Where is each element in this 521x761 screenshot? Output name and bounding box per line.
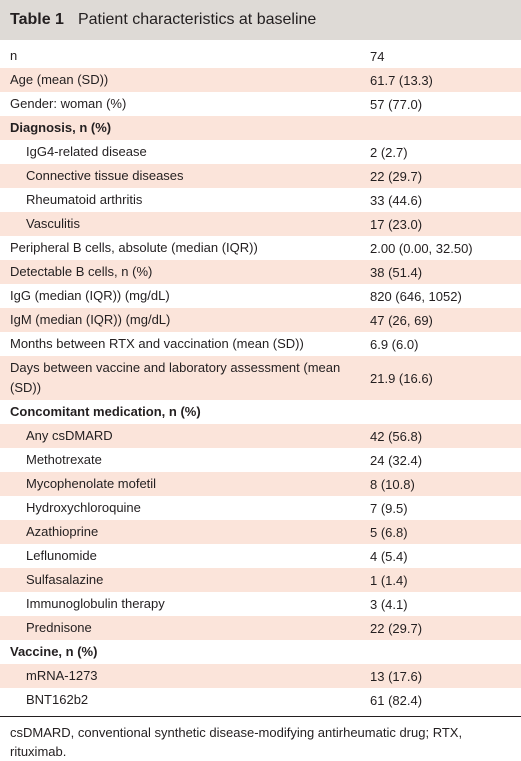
table-row: Prednisone 22 (29.7) <box>0 616 521 640</box>
table-row: Connective tissue diseases 22 (29.7) <box>0 164 521 188</box>
row-value: 4 (5.4) <box>370 548 408 564</box>
row-label: Azathioprine <box>26 524 99 539</box>
row-label: Age (mean (SD)) <box>10 72 109 87</box>
row-label: Days between vaccine and laboratory asse… <box>10 360 341 395</box>
table-title: Patient characteristics at baseline <box>77 11 317 28</box>
table-row: Months between RTX and vaccination (mean… <box>0 332 521 356</box>
row-label: BNT162b2 <box>26 692 89 707</box>
table-row: Immunoglobulin therapy 3 (4.1) <box>0 592 521 616</box>
table-row: IgG (median (IQR)) (mg/dL) 820 (646, 1052… <box>0 284 521 308</box>
table-body: n 74 Age (mean (SD)) 61.7 (13.3) Gender: wom… <box>0 44 521 712</box>
row-value: 1 (1.4) <box>370 572 408 588</box>
table-row: n 74 <box>0 44 521 68</box>
row-label: Peripheral B cells, absolute (median (IQ… <box>10 240 258 255</box>
row-label: IgM (median (IQR)) (mg/dL) <box>10 312 171 327</box>
table-row: Methotrexate 24 (32.4) <box>0 448 521 472</box>
table-row: Azathioprine 5 (6.8) <box>0 520 521 544</box>
table-row: IgG4-related disease 2 (2.7) <box>0 140 521 164</box>
row-label: Mycophenolate mofetil <box>26 476 157 491</box>
table-row: Rheumatoid arthritis 33 (44.6) <box>0 188 521 212</box>
table-row: Hydroxychloroquine 7 (9.5) <box>0 496 521 520</box>
row-value: 820 (646, 1052) <box>370 288 462 304</box>
row-value: 33 (44.6) <box>370 192 423 208</box>
table-row: Any csDMARD 42 (56.8) <box>0 424 521 448</box>
row-label: n <box>10 48 18 63</box>
row-value: 42 (56.8) <box>370 428 423 444</box>
row-label: Connective tissue diseases <box>26 168 184 183</box>
row-value: 5 (6.8) <box>370 524 408 540</box>
row-label: Any csDMARD <box>26 428 113 443</box>
row-label: Rheumatoid arthritis <box>26 192 143 207</box>
row-value: 22 (29.7) <box>370 168 423 184</box>
footnote: csDMARD, conventional synthetic disease-… <box>0 716 521 761</box>
row-value: 21.9 (16.6) <box>370 370 433 386</box>
row-value: 3 (4.1) <box>370 596 408 612</box>
row-value: 8 (10.8) <box>370 476 415 492</box>
row-label: Gender: woman (%) <box>10 96 127 111</box>
row-label: Prednisone <box>26 620 92 635</box>
table-row: Detectable B cells, n (%) 38 (51.4) <box>0 260 521 284</box>
row-label: IgG4-related disease <box>26 144 147 159</box>
row-value: 7 (9.5) <box>370 500 408 516</box>
table-row: Vasculitis 17 (23.0) <box>0 212 521 236</box>
row-label: Vasculitis <box>26 216 80 231</box>
row-value: 47 (26, 69) <box>370 312 433 328</box>
table-row: Gender: woman (%) 57 (77.0) <box>0 92 521 116</box>
table-row: Concomitant medication, n (%) <box>0 400 521 424</box>
row-label: Concomitant medication, n (%) <box>10 404 201 419</box>
row-value: 57 (77.0) <box>370 96 423 112</box>
table-row: IgM (median (IQR)) (mg/dL) 47 (26, 69) <box>0 308 521 332</box>
row-value: 61.7 (13.3) <box>370 72 433 88</box>
row-label: mRNA-1273 <box>26 668 98 683</box>
table-row: Leflunomide 4 (5.4) <box>0 544 521 568</box>
row-label: Sulfasalazine <box>26 572 104 587</box>
table-row: Mycophenolate mofetil 8 (10.8) <box>0 472 521 496</box>
table-row: Peripheral B cells, absolute (median (IQ… <box>0 236 521 260</box>
table-title-bar: Table 1 Patient characteristics at basel… <box>0 0 521 40</box>
row-label: IgG (median (IQR)) (mg/dL) <box>10 288 170 303</box>
row-label: Vaccine, n (%) <box>10 644 98 659</box>
row-value: 17 (23.0) <box>370 216 423 232</box>
row-label: Diagnosis, n (%) <box>10 120 112 135</box>
table-row: Diagnosis, n (%) <box>0 116 521 140</box>
row-value: 13 (17.6) <box>370 668 423 684</box>
row-value: 74 <box>370 48 385 64</box>
row-value: 38 (51.4) <box>370 264 423 280</box>
row-value: 6.9 (6.0) <box>370 336 419 352</box>
row-label: Leflunomide <box>26 548 97 563</box>
row-label: Months between RTX and vaccination (mean… <box>10 336 304 351</box>
row-value: 61 (82.4) <box>370 692 423 708</box>
row-label: Hydroxychloroquine <box>26 500 141 515</box>
row-label: Detectable B cells, n (%) <box>10 264 153 279</box>
table-row: Days between vaccine and laboratory asse… <box>0 356 521 400</box>
row-label: Immunoglobulin therapy <box>26 596 165 611</box>
row-value: 22 (29.7) <box>370 620 423 636</box>
table-row: BNT162b2 61 (82.4) <box>0 688 521 712</box>
row-label: Methotrexate <box>26 452 102 467</box>
table-row: mRNA-1273 13 (17.6) <box>0 664 521 688</box>
table-row: Vaccine, n (%) <box>0 640 521 664</box>
table-row: Age (mean (SD)) 61.7 (13.3) <box>0 68 521 92</box>
table-row: Sulfasalazine 1 (1.4) <box>0 568 521 592</box>
table-label: Table 1 <box>10 11 64 28</box>
row-value: 24 (32.4) <box>370 452 423 468</box>
row-value: 2.00 (0.00, 32.50) <box>370 240 473 256</box>
row-value: 2 (2.7) <box>370 144 408 160</box>
